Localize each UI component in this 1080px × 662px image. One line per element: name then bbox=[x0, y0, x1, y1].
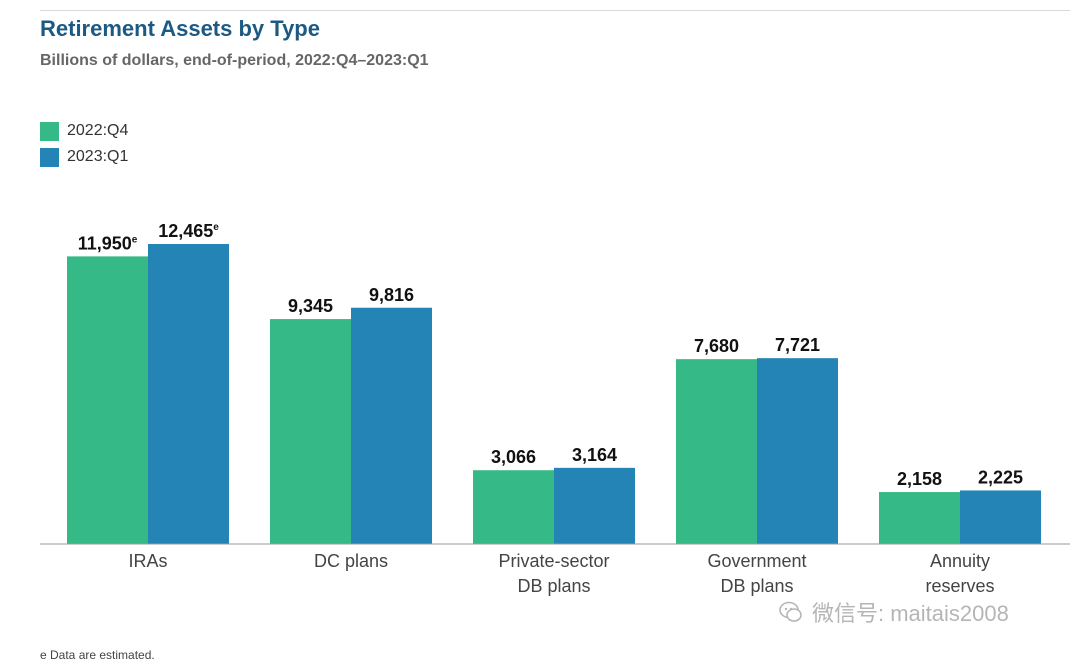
category-label-5: Annuity reserves bbox=[925, 551, 994, 596]
category-label-2: DC plans bbox=[314, 551, 388, 571]
bar-1-2 bbox=[270, 319, 351, 544]
legend-label-series-1: 2022:Q4 bbox=[67, 122, 129, 139]
top-rule bbox=[40, 10, 1070, 11]
watermark-text: 微信号: maitais2008 bbox=[812, 601, 1009, 626]
data-label-1-1: 11,950e bbox=[78, 233, 138, 253]
watermark: 微信号: maitais2008 bbox=[778, 596, 1009, 628]
bar-2-4 bbox=[757, 358, 838, 544]
data-label-1-4: 7,680 bbox=[694, 336, 739, 356]
footnote: e Data are estimated. bbox=[40, 648, 155, 662]
legend-label-series-2: 2023:Q1 bbox=[67, 148, 129, 165]
legend-swatch-series-2 bbox=[40, 147, 59, 167]
bar-2-3 bbox=[554, 467, 635, 544]
data-label-1-3: 3,066 bbox=[491, 447, 536, 467]
bar-2-5 bbox=[960, 490, 1041, 544]
data-label-1-5: 2,158 bbox=[897, 469, 942, 489]
data-label-2-1: 12,465e bbox=[158, 221, 219, 241]
bar-1-4 bbox=[676, 359, 757, 544]
legend-item-series-1: 2022:Q4 bbox=[40, 118, 128, 144]
category-label-3: Private-sector DB plans bbox=[498, 551, 609, 596]
data-label-1-2: 9,345 bbox=[288, 296, 333, 316]
category-label-1: IRAs bbox=[128, 551, 167, 571]
bar-2-1 bbox=[148, 244, 229, 544]
chart-subtitle: Billions of dollars, end-of-period, 2022… bbox=[40, 52, 429, 69]
bar-1-3 bbox=[473, 470, 554, 544]
wechat-icon bbox=[779, 601, 802, 622]
legend-swatch-series-1 bbox=[40, 121, 59, 141]
chart-title: Retirement Assets by Type bbox=[40, 16, 320, 41]
category-label-4: Government DB plans bbox=[707, 551, 806, 596]
bar-1-5 bbox=[879, 492, 960, 544]
bar-1-1 bbox=[67, 256, 148, 544]
data-label-2-4: 7,721 bbox=[775, 335, 820, 355]
data-label-2-3: 3,164 bbox=[572, 445, 617, 465]
legend: 2022:Q4 2023:Q1 bbox=[40, 118, 128, 170]
data-label-2-5: 2,225 bbox=[978, 467, 1023, 487]
bar-2-2 bbox=[351, 307, 432, 544]
legend-item-series-2: 2023:Q1 bbox=[40, 144, 128, 170]
data-label-2-2: 9,816 bbox=[369, 285, 414, 305]
